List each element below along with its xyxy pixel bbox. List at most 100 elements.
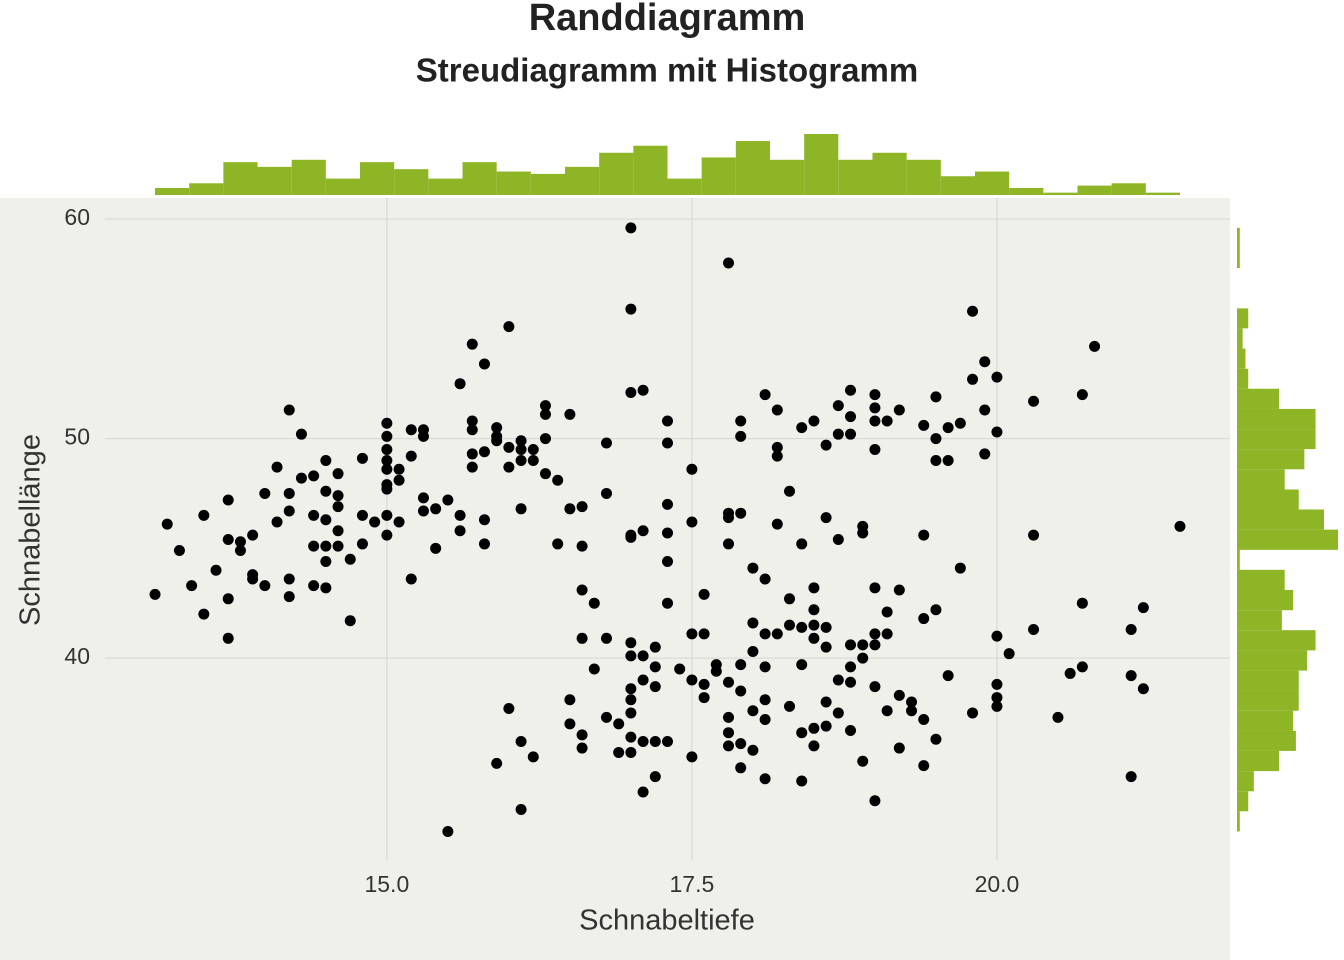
histogram-bar [633, 145, 668, 195]
histogram-bar [769, 159, 805, 195]
point [869, 402, 881, 414]
histogram-bar [1237, 469, 1285, 490]
point [845, 676, 857, 688]
point [283, 573, 295, 585]
histogram-bar [1237, 590, 1294, 611]
point [808, 604, 820, 616]
point [967, 373, 979, 385]
point [198, 608, 210, 620]
point [710, 665, 722, 677]
point [759, 773, 771, 785]
point [845, 639, 857, 651]
point [515, 804, 527, 816]
point [466, 424, 478, 436]
point [515, 435, 527, 447]
histogram-bar [1043, 192, 1078, 195]
point [539, 400, 551, 412]
point [576, 742, 588, 754]
histogram-bar [189, 183, 224, 195]
point [771, 518, 783, 530]
point [771, 628, 783, 640]
point [576, 632, 588, 644]
histogram-bar [1237, 771, 1254, 792]
histogram-bar [1009, 187, 1044, 195]
point [893, 689, 905, 701]
point [662, 735, 673, 747]
point [845, 724, 857, 736]
point [1174, 520, 1186, 532]
point [967, 707, 979, 719]
point [930, 455, 942, 467]
histogram-bar [291, 159, 326, 195]
point [600, 711, 612, 723]
point [503, 703, 515, 715]
point [503, 461, 515, 473]
point [881, 705, 893, 717]
point [332, 490, 344, 502]
x-tick-label: 20.0 [975, 871, 1020, 897]
point [332, 501, 344, 513]
point [662, 437, 673, 449]
point [466, 448, 478, 460]
point [747, 744, 759, 756]
point [979, 404, 991, 416]
point [320, 455, 332, 467]
histogram-bar [1237, 811, 1240, 832]
x-axis-label: Schnabeltiefe [579, 905, 755, 937]
point [991, 371, 1003, 383]
point [393, 474, 405, 486]
point [869, 628, 881, 640]
point [503, 441, 515, 453]
point [234, 545, 246, 557]
histogram-bar [1237, 710, 1294, 731]
histogram-bar [1237, 630, 1316, 651]
point [478, 358, 490, 370]
point [967, 305, 979, 317]
point [344, 615, 356, 627]
point [600, 487, 612, 499]
histogram-bar [1077, 185, 1112, 195]
point [930, 733, 942, 745]
point [1064, 667, 1076, 679]
point [771, 450, 783, 462]
point [808, 619, 820, 631]
point [796, 422, 808, 434]
histogram-bar [1237, 227, 1240, 249]
point [576, 729, 588, 741]
histogram-bar [1145, 192, 1180, 195]
point [454, 378, 466, 390]
point [845, 661, 857, 673]
point [161, 518, 173, 530]
point [369, 516, 381, 528]
chart-subtitle: Streudiagramm mit Histogramm [416, 52, 918, 89]
point [759, 628, 771, 640]
point [735, 507, 747, 519]
point [784, 700, 796, 712]
point [332, 540, 344, 552]
point [625, 386, 637, 398]
histogram-bar [1237, 328, 1243, 349]
point [564, 408, 576, 420]
point [662, 597, 673, 609]
point [503, 321, 515, 333]
point [662, 498, 673, 510]
point [832, 674, 844, 686]
point [759, 661, 771, 673]
point [552, 474, 564, 486]
point [637, 525, 649, 537]
point [588, 663, 600, 675]
point [295, 428, 307, 440]
point [918, 529, 930, 541]
point [308, 470, 320, 482]
point [381, 417, 393, 429]
point [576, 584, 588, 596]
point [625, 637, 637, 649]
point [405, 450, 417, 462]
point [625, 531, 637, 543]
point [796, 775, 808, 787]
point [417, 505, 429, 517]
point [442, 825, 454, 837]
point [954, 562, 966, 574]
point [808, 740, 820, 752]
y-tick-label: 40 [64, 643, 90, 669]
